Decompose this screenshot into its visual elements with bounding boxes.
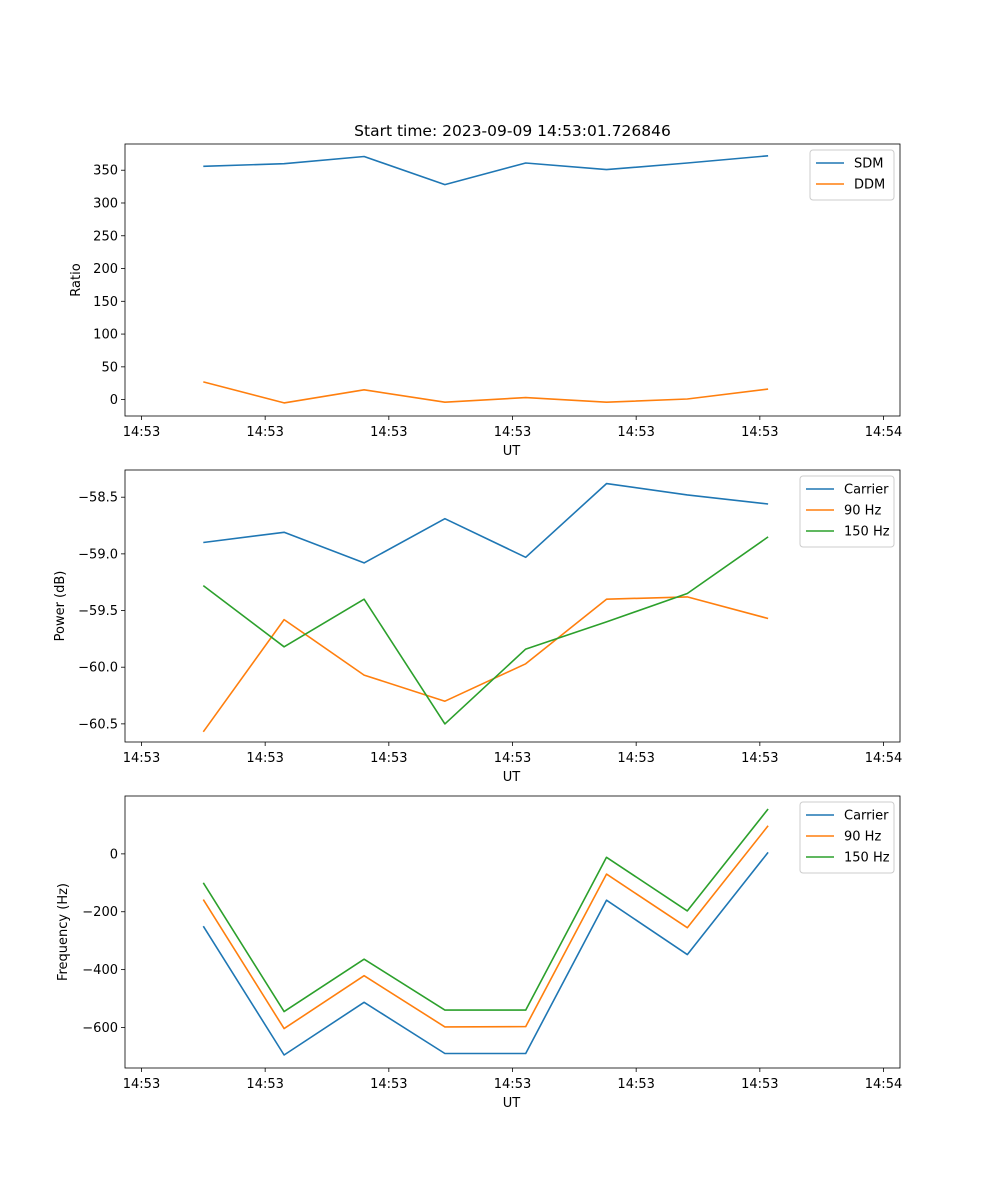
x-axis-label: UT xyxy=(503,1096,521,1111)
y-axis-label: Frequency (Hz) xyxy=(56,883,71,981)
axes-frame xyxy=(124,143,901,417)
chart-title: Start time: 2023-09-09 14:53:01.726846 xyxy=(354,122,671,140)
legend-label: 150 Hz xyxy=(844,851,890,866)
x-tick-label: 14:53 xyxy=(617,1077,654,1092)
y-tick-label: 0 xyxy=(110,393,118,408)
legend-label: 150 Hz xyxy=(844,525,890,540)
x-tick-label: 14:53 xyxy=(494,425,531,440)
x-tick-label: 14:53 xyxy=(123,425,160,440)
series-line-sdm xyxy=(203,155,769,186)
x-tick-label: 14:53 xyxy=(370,425,407,440)
x-axis-label: UT xyxy=(503,770,521,785)
y-tick-label: 300 xyxy=(93,196,118,211)
x-tick-label: 14:54 xyxy=(865,751,902,766)
series-line-150-hz xyxy=(202,808,769,1013)
x-tick-label: 14:53 xyxy=(494,1077,531,1092)
x-tick-label: 14:53 xyxy=(246,425,283,440)
series-line-carrier xyxy=(203,482,769,564)
y-tick-label: −60.5 xyxy=(78,717,118,732)
legend-label: 90 Hz xyxy=(844,504,881,519)
y-tick-label: 200 xyxy=(93,262,118,277)
x-tick-label: 14:53 xyxy=(617,425,654,440)
series-line-ddm xyxy=(203,381,769,404)
x-tick-label: 14:53 xyxy=(123,1077,160,1092)
legend: SDM DDM xyxy=(809,149,895,201)
y-tick-label: 50 xyxy=(101,360,118,375)
legend-label: DDM xyxy=(854,178,885,193)
chart-panel-1: Start time: 2023-09-09 14:53:01.726846 14… xyxy=(69,122,902,459)
chart-panel-2: 14:53 14:53 14:53 14:53 14:53 14:53 14:54 −60.5… xyxy=(53,469,902,785)
y-tick-label: −600 xyxy=(82,1021,118,1036)
legend: Carrier 90 Hz 150 Hz xyxy=(799,475,895,548)
y-tick-label: −59.0 xyxy=(78,547,118,562)
series-line-90-hz xyxy=(202,825,769,1030)
y-tick-label: 100 xyxy=(93,328,118,343)
chart-panel-3: 14:53 14:53 14:53 14:53 14:53 14:53 14:54 −600 −… xyxy=(56,795,902,1111)
x-tick-label: 14:53 xyxy=(370,751,407,766)
x-tick-label: 14:54 xyxy=(865,425,902,440)
y-tick-label: −60.0 xyxy=(78,661,118,676)
y-tick-label: −58.5 xyxy=(78,491,118,506)
y-tick-label: 150 xyxy=(93,295,118,310)
series-line-90-hz xyxy=(202,596,769,733)
legend-label: 90 Hz xyxy=(844,830,881,845)
axes-frame xyxy=(124,469,901,743)
legend-label: Carrier xyxy=(844,483,889,498)
x-tick-label: 14:53 xyxy=(123,751,160,766)
x-tick-label: 14:53 xyxy=(741,751,778,766)
x-axis-label: UT xyxy=(503,444,521,459)
series-line-carrier xyxy=(202,851,769,1056)
legend-label: SDM xyxy=(854,157,883,172)
x-tick-label: 14:53 xyxy=(246,751,283,766)
y-axis-label: Power (dB) xyxy=(53,571,68,642)
y-tick-label: 250 xyxy=(93,229,118,244)
x-tick-label: 14:53 xyxy=(370,1077,407,1092)
x-tick-label: 14:54 xyxy=(865,1077,902,1092)
y-tick-label: −200 xyxy=(82,905,118,920)
legend-label: Carrier xyxy=(844,809,889,824)
x-tick-label: 14:53 xyxy=(741,1077,778,1092)
legend-box xyxy=(799,801,895,874)
legend: Carrier 90 Hz 150 Hz xyxy=(799,801,895,874)
legend-box xyxy=(799,475,895,548)
y-tick-label: −400 xyxy=(82,963,118,978)
x-tick-label: 14:53 xyxy=(246,1077,283,1092)
y-tick-label: −59.5 xyxy=(78,604,118,619)
y-tick-label: 350 xyxy=(93,164,118,179)
y-axis-label: Ratio xyxy=(69,263,84,296)
x-tick-label: 14:53 xyxy=(494,751,531,766)
series-line-150-hz xyxy=(202,536,769,725)
y-tick-label: 0 xyxy=(110,847,118,862)
x-tick-label: 14:53 xyxy=(741,425,778,440)
x-tick-label: 14:53 xyxy=(617,751,654,766)
